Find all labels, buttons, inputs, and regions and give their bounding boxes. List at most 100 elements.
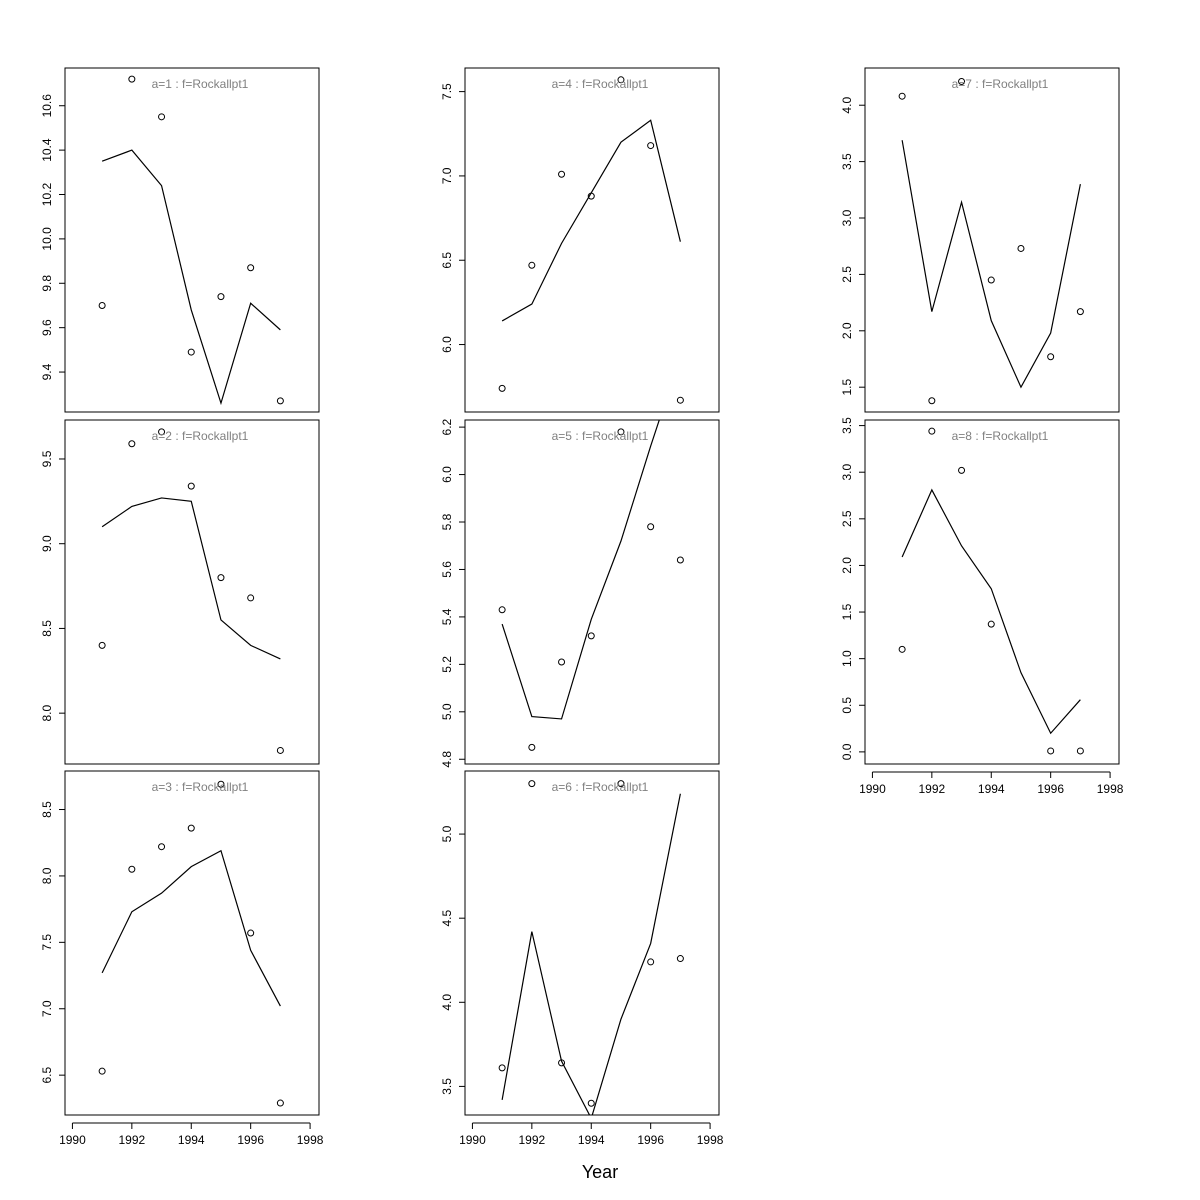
data-point — [928, 427, 936, 435]
fitted-line — [501, 420, 660, 720]
y-tick-label: 4.5 — [440, 910, 454, 927]
y-tick-label: 5.2 — [440, 656, 454, 673]
x-tick-label: 1992 — [118, 1133, 145, 1147]
data-point — [617, 780, 625, 788]
data-point — [247, 594, 255, 602]
panel-title: a=6 : f=Rockallpt1 — [552, 780, 649, 794]
data-point — [647, 523, 655, 531]
y-tick-label: 8.0 — [40, 867, 54, 884]
y-tick-label: 5.6 — [440, 561, 454, 578]
data-point — [158, 113, 166, 121]
data-point — [1017, 244, 1025, 252]
panel: a=3 : f=Rockallpt1 6.5 7.0 7.5 8.0 8.5 1990 199… — [40, 770, 324, 1147]
data-point — [558, 170, 566, 178]
y-tick-label: 7.0 — [40, 1000, 54, 1017]
data-point — [498, 606, 506, 614]
y-tick-label: 0.5 — [840, 697, 854, 714]
data-point — [647, 142, 655, 150]
data-point — [617, 428, 625, 436]
panel-title: a=3 : f=Rockallpt1 — [152, 780, 249, 794]
y-tick-label: 6.2 — [440, 418, 454, 435]
data-point — [1047, 747, 1055, 755]
data-point — [498, 1064, 506, 1072]
y-tick-label: 7.0 — [440, 167, 454, 184]
data-point — [187, 482, 195, 490]
x-tick-label: 1990 — [859, 782, 886, 796]
y-tick-label: 9.5 — [40, 450, 54, 467]
data-point — [676, 396, 684, 404]
data-point — [1076, 747, 1084, 755]
y-tick-label: 9.0 — [40, 535, 54, 552]
y-tick-label: 10.4 — [40, 138, 54, 162]
y-tick-label: 6.0 — [440, 336, 454, 353]
y-tick-label: 4.0 — [440, 994, 454, 1011]
data-point — [187, 824, 195, 832]
x-tick-label: 1994 — [978, 782, 1005, 796]
panel: a=8 : f=Rockallpt1 0.0 0.5 1.0 1.5 2.0 2.5 3.0 3… — [840, 417, 1124, 796]
data-point — [128, 75, 136, 83]
x-tick-label: 1994 — [578, 1133, 605, 1147]
data-point — [217, 293, 225, 301]
data-point — [928, 397, 936, 405]
y-tick-label: 3.0 — [840, 464, 854, 481]
data-point — [676, 955, 684, 963]
y-tick-label: 3.5 — [440, 1078, 454, 1095]
y-tick-label: 2.0 — [840, 557, 854, 574]
y-tick-label: 9.4 — [40, 363, 54, 380]
data-point — [987, 620, 995, 628]
x-tick-label: 1998 — [1097, 782, 1124, 796]
data-point — [898, 92, 906, 100]
x-tick-label: 1992 — [918, 782, 945, 796]
panel: a=5 : f=Rockallpt1 4.8 5.0 5.2 5.4 5.6 5.8 6.0 6… — [440, 418, 720, 768]
data-point — [987, 276, 995, 284]
y-tick-label: 2.5 — [840, 266, 854, 283]
x-tick-label: 1992 — [518, 1133, 545, 1147]
fitted-line — [101, 149, 281, 406]
y-tick-label: 6.5 — [440, 252, 454, 269]
x-tick-label: 1990 — [459, 1133, 486, 1147]
data-point — [1047, 353, 1055, 361]
data-point — [158, 428, 166, 436]
y-tick-label: 4.8 — [440, 751, 454, 768]
y-tick-label: 10.2 — [40, 183, 54, 207]
x-tick-label: 1998 — [297, 1133, 324, 1147]
data-point — [528, 780, 536, 788]
fitted-line — [901, 488, 1081, 735]
data-point — [217, 574, 225, 582]
panel: a=6 : f=Rockallpt1 3.5 4.0 4.5 5.0 1990 1992 19… — [440, 770, 724, 1147]
panel-title: a=1 : f=Rockallpt1 — [152, 77, 249, 91]
y-tick-label: 7.5 — [40, 934, 54, 951]
data-point — [276, 1099, 284, 1107]
data-point — [1076, 308, 1084, 316]
data-point — [958, 466, 966, 474]
data-point — [587, 632, 595, 640]
panel: a=2 : f=Rockallpt1 8.0 8.5 9.0 9.5 — [40, 419, 320, 765]
data-point — [247, 929, 255, 937]
panel: a=4 : f=Rockallpt1 6.0 6.5 7.0 7.5 — [440, 67, 720, 413]
data-point — [587, 1099, 595, 1107]
panel-frame — [464, 419, 720, 765]
y-tick-label: 10.6 — [40, 94, 54, 118]
panel-title: a=2 : f=Rockallpt1 — [152, 429, 249, 443]
panel-frame — [64, 67, 320, 413]
data-point — [898, 645, 906, 653]
y-tick-label: 1.5 — [840, 603, 854, 620]
data-point — [498, 384, 506, 392]
y-tick-label: 6.5 — [40, 1066, 54, 1083]
panel-title: a=4 : f=Rockallpt1 — [552, 77, 649, 91]
y-tick-label: 5.0 — [440, 825, 454, 842]
y-tick-label: 3.0 — [840, 209, 854, 226]
data-point — [98, 641, 106, 649]
data-point — [276, 397, 284, 405]
data-point — [528, 261, 536, 269]
y-tick-label: 8.5 — [40, 801, 54, 818]
data-point — [276, 746, 284, 754]
fitted-line — [901, 140, 1081, 389]
y-tick-label: 10.0 — [40, 227, 54, 251]
fitted-line — [101, 497, 281, 660]
panel-frame — [864, 67, 1120, 413]
panel: a=7 : f=Rockallpt1 1.5 2.0 2.5 3.0 3.5 4.0 — [840, 67, 1120, 413]
data-point — [187, 348, 195, 356]
